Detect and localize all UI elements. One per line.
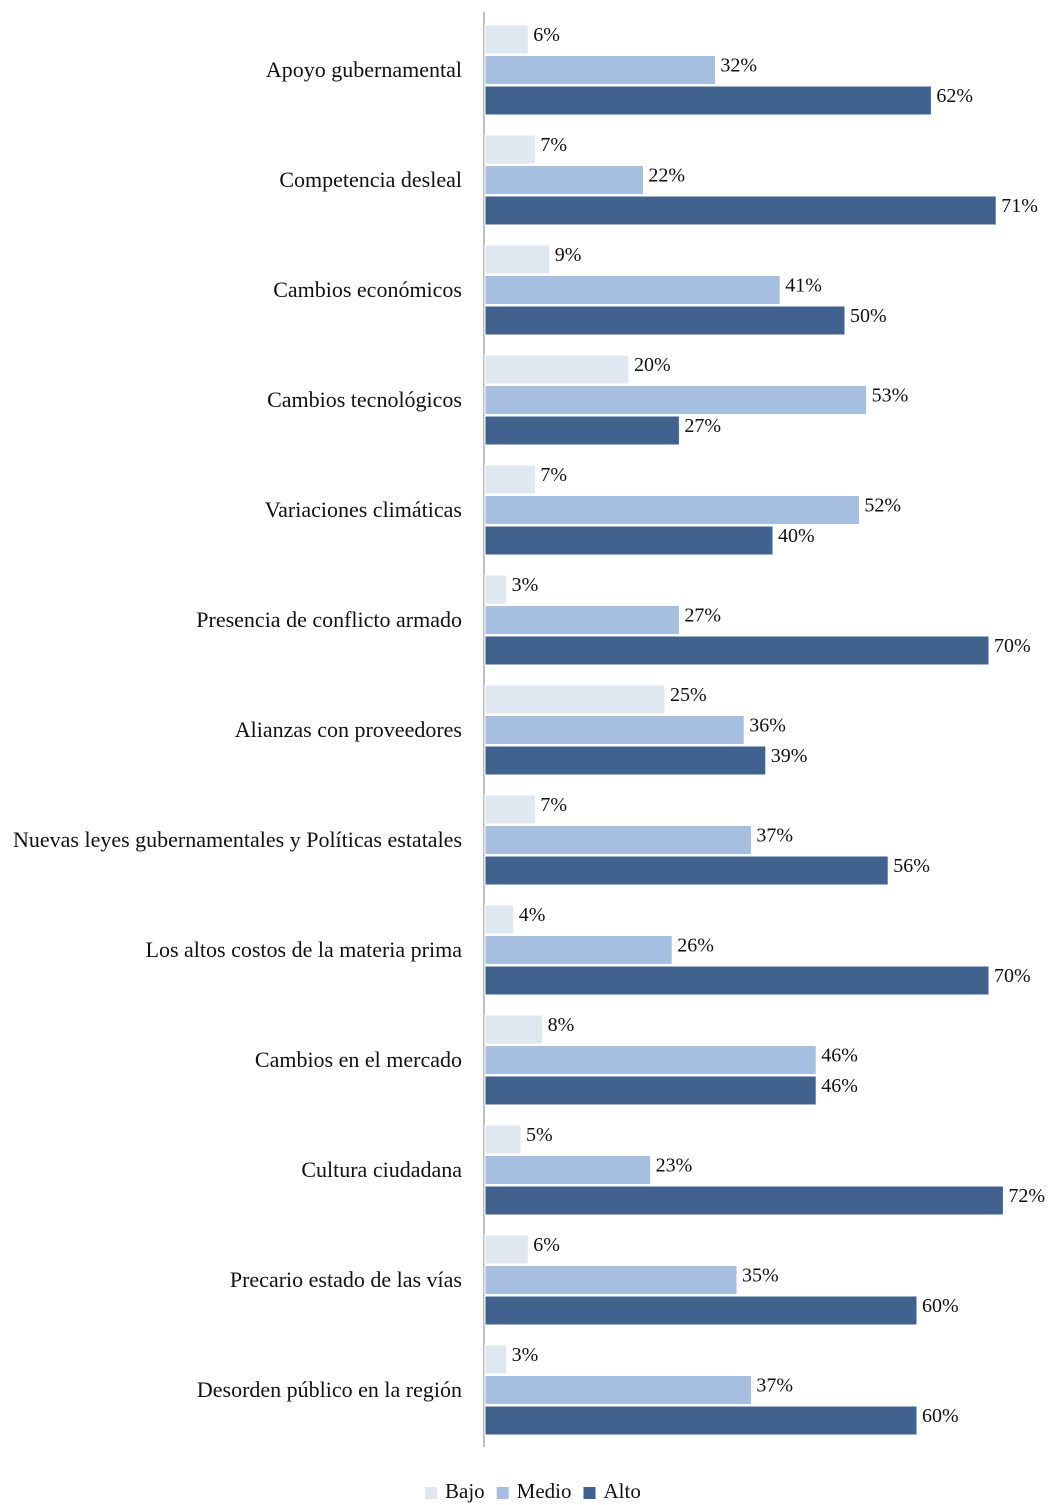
data-label: 7% (540, 794, 567, 816)
bar (484, 855, 889, 886)
bar (484, 55, 716, 85)
data-label: 7% (540, 134, 567, 156)
data-label: 46% (821, 1075, 858, 1097)
data-label: 52% (864, 495, 901, 517)
bar (484, 525, 774, 556)
bar (484, 794, 536, 825)
category-label: Competencia desleal (279, 167, 462, 192)
legend-label: Alto (604, 1479, 641, 1503)
data-label: 40% (778, 525, 815, 547)
bar (484, 244, 551, 275)
bar (484, 1344, 508, 1375)
bar (484, 1014, 544, 1045)
bar (484, 85, 932, 116)
data-label: 3% (512, 1344, 539, 1366)
data-label: 41% (785, 275, 822, 297)
legend-label: Bajo (445, 1479, 485, 1503)
data-label: 60% (922, 1295, 959, 1317)
bar (484, 24, 529, 55)
data-label: 60% (922, 1405, 959, 1427)
data-label: 46% (821, 1045, 858, 1067)
data-label: 27% (684, 415, 721, 437)
bar (484, 305, 846, 336)
data-label: 62% (936, 85, 973, 107)
data-label: 53% (872, 385, 909, 407)
data-label: 25% (670, 684, 707, 706)
bar (484, 495, 860, 525)
category-label: Precario estado de las vías (229, 1267, 462, 1292)
bar (484, 385, 868, 415)
bar (484, 1234, 529, 1265)
category-label: Variaciones climáticas (264, 497, 462, 522)
bar (484, 1155, 652, 1185)
bar (484, 935, 673, 965)
bar (484, 684, 666, 715)
data-label: 3% (512, 574, 539, 596)
legend-label: Medio (517, 1479, 572, 1503)
legend-swatch (425, 1487, 437, 1499)
bar (484, 1405, 918, 1436)
data-label: 7% (540, 464, 567, 486)
data-label: 23% (656, 1155, 693, 1177)
legend-swatch (583, 1487, 596, 1499)
data-label: 6% (533, 24, 560, 46)
data-label: 27% (684, 605, 721, 627)
data-label: 70% (994, 635, 1031, 657)
bar (484, 825, 752, 855)
bar (484, 605, 680, 635)
data-label: 56% (893, 855, 930, 877)
data-label: 22% (648, 165, 685, 187)
bar (484, 354, 630, 385)
data-label: 26% (677, 935, 714, 957)
data-label: 39% (771, 745, 808, 767)
bar (484, 275, 781, 305)
data-label: 8% (548, 1014, 575, 1036)
category-label: Apoyo gubernamental (265, 57, 462, 82)
bar (484, 1185, 1004, 1216)
category-label: Cambios en el mercado (254, 1047, 462, 1072)
bar (484, 715, 745, 745)
data-label: 50% (850, 305, 887, 327)
bar (484, 1265, 738, 1295)
data-label: 70% (994, 965, 1031, 987)
category-label: Presencia de conflicto armado (196, 607, 462, 632)
category-label: Cambios tecnológicos (267, 387, 462, 412)
bar (484, 134, 536, 165)
category-label: Desorden público en la región (196, 1377, 462, 1402)
bar (484, 195, 997, 226)
category-label: Los altos costos de la materia prima (145, 937, 462, 962)
category-label: Cambios económicos (273, 277, 462, 302)
data-label: 71% (1001, 195, 1038, 217)
legend-swatch (496, 1487, 509, 1499)
bar (484, 165, 644, 195)
data-label: 6% (533, 1234, 560, 1256)
data-label: 37% (756, 1375, 793, 1397)
bar (484, 635, 990, 666)
data-label: 32% (720, 55, 757, 77)
data-label: 5% (526, 1124, 553, 1146)
data-label: 20% (634, 354, 671, 376)
bar (484, 965, 990, 996)
category-label: Cultura ciudadana (301, 1157, 462, 1182)
data-label: 4% (519, 904, 546, 926)
bar (484, 745, 767, 776)
category-label: Nuevas leyes gubernamentales y Políticas… (12, 827, 463, 852)
bar (484, 1295, 918, 1326)
data-label: 9% (555, 244, 582, 266)
bar (484, 904, 515, 935)
category-label: Alianzas con proveedores (234, 717, 462, 742)
bar (484, 415, 680, 446)
bar (484, 464, 536, 495)
data-label: 72% (1008, 1185, 1045, 1207)
bar (484, 574, 508, 605)
data-label: 35% (742, 1265, 779, 1287)
data-label: 36% (749, 715, 786, 737)
bar (484, 1075, 817, 1106)
bar (484, 1124, 522, 1155)
bar (484, 1045, 817, 1075)
bar (484, 1375, 752, 1405)
data-label: 37% (756, 825, 793, 847)
